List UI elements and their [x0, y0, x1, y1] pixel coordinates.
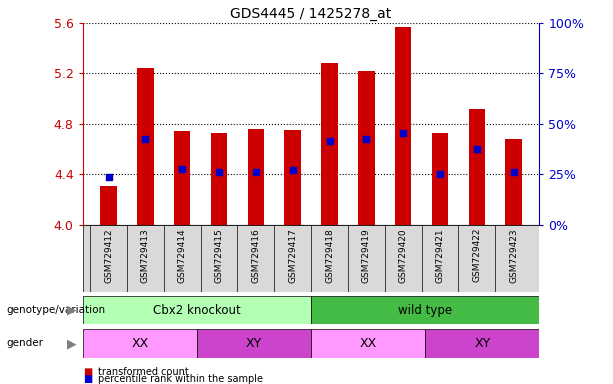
Point [362, 136, 371, 142]
Text: XY: XY [246, 337, 262, 350]
Point [472, 146, 482, 152]
Text: GSM729418: GSM729418 [325, 228, 334, 283]
Bar [432, 132, 448, 225]
Point [104, 174, 113, 180]
Text: gender: gender [6, 338, 43, 349]
Text: GSM729419: GSM729419 [362, 228, 371, 283]
Bar [468, 109, 485, 225]
Point [435, 171, 445, 177]
Text: ■: ■ [83, 367, 92, 377]
Bar [395, 27, 411, 225]
Text: ▶: ▶ [67, 337, 77, 350]
Text: GSM729417: GSM729417 [288, 228, 297, 283]
Bar [311, 329, 425, 358]
Text: Cbx2 knockout: Cbx2 knockout [153, 304, 241, 316]
Text: XX: XX [360, 337, 377, 350]
Bar [284, 130, 301, 225]
Text: wild type: wild type [398, 304, 452, 316]
Point [140, 136, 150, 142]
Bar [311, 296, 539, 324]
Bar [174, 131, 191, 225]
Text: genotype/variation: genotype/variation [6, 305, 105, 315]
Point [251, 169, 261, 175]
Text: percentile rank within the sample: percentile rank within the sample [98, 374, 263, 384]
Text: GSM729416: GSM729416 [251, 228, 261, 283]
Point [509, 169, 519, 175]
Text: XY: XY [474, 337, 490, 350]
Text: GSM729423: GSM729423 [509, 228, 518, 283]
Text: ■: ■ [83, 374, 92, 384]
Text: GSM729414: GSM729414 [178, 228, 187, 283]
Point [287, 167, 297, 174]
Text: ▶: ▶ [67, 304, 77, 316]
Bar [358, 71, 375, 225]
Bar [83, 329, 197, 358]
Text: GSM729413: GSM729413 [141, 228, 150, 283]
Bar [425, 329, 539, 358]
Point [398, 129, 408, 136]
Title: GDS4445 / 1425278_at: GDS4445 / 1425278_at [230, 7, 392, 21]
Text: XX: XX [131, 337, 148, 350]
Text: GSM729420: GSM729420 [398, 228, 408, 283]
Point [325, 138, 335, 144]
Bar [197, 329, 311, 358]
Text: transformed count: transformed count [98, 367, 189, 377]
Bar [101, 185, 117, 225]
Point [177, 166, 187, 172]
Text: GSM729412: GSM729412 [104, 228, 113, 283]
Bar [248, 129, 264, 225]
Point [214, 169, 224, 175]
Bar [505, 139, 522, 225]
Text: GSM729421: GSM729421 [435, 228, 444, 283]
Text: GSM729422: GSM729422 [473, 228, 481, 283]
Bar [83, 296, 311, 324]
Bar [211, 132, 227, 225]
Bar [321, 63, 338, 225]
Text: GSM729415: GSM729415 [215, 228, 224, 283]
Bar [137, 68, 154, 225]
